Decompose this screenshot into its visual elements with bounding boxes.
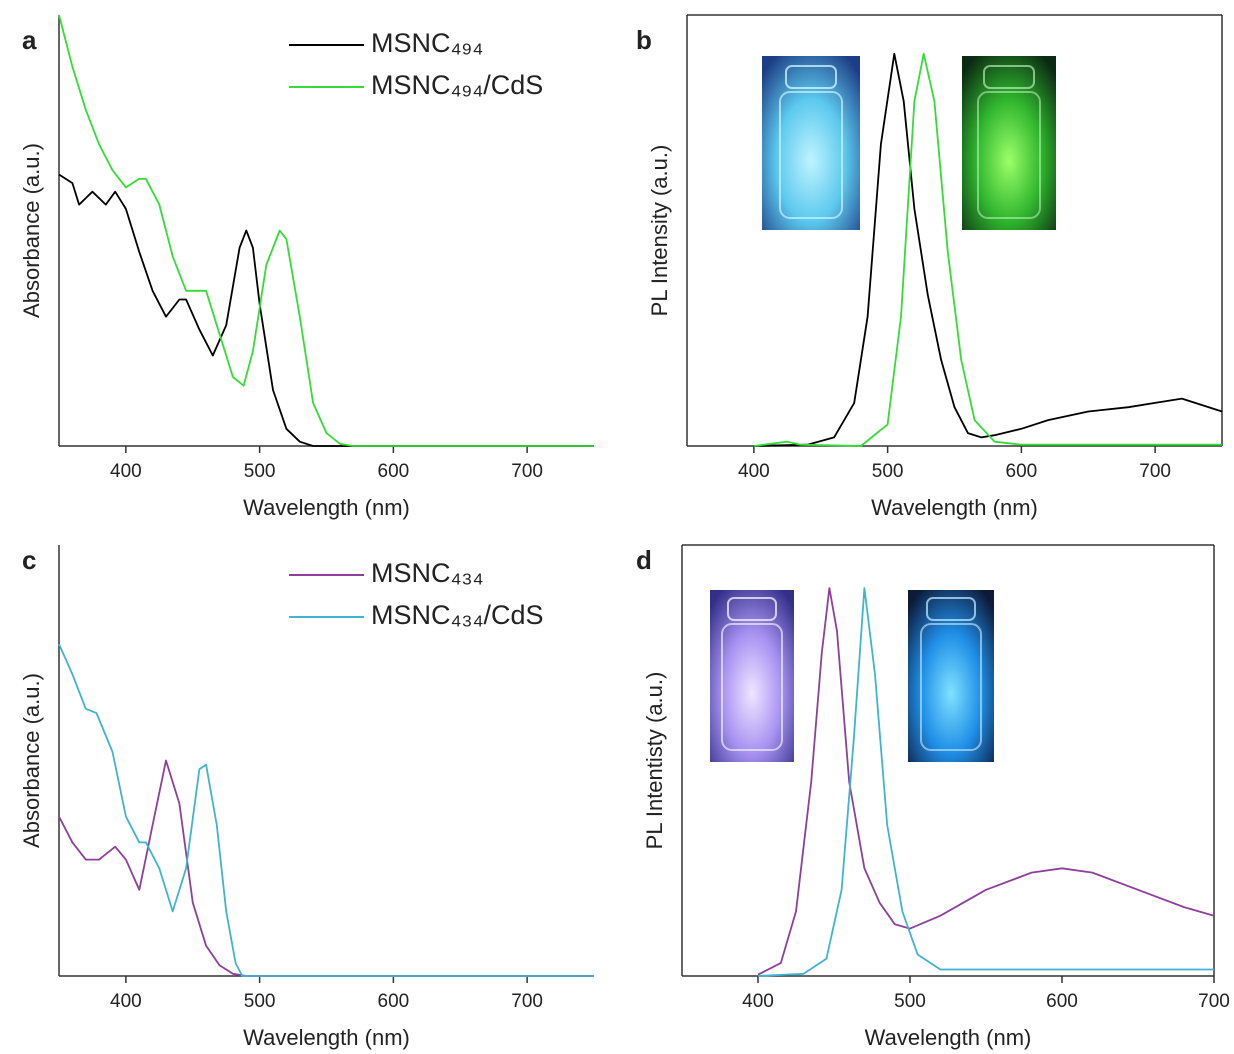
series-line [753, 52, 1223, 447]
x-tick-label: 400 [742, 991, 774, 1012]
x-tick-label: 500 [244, 461, 276, 482]
x-tick-label: 700 [1198, 991, 1230, 1012]
x-tick-label: 600 [378, 991, 410, 1012]
x-tick-label: 400 [110, 991, 142, 1012]
y-axis-label: Absorbance (a.u.) [19, 143, 44, 318]
panel-label: a [22, 25, 37, 55]
series-line [58, 643, 594, 977]
vial-photo [962, 56, 1056, 230]
x-axis-label: Wavelength (nm) [865, 1025, 1032, 1050]
legend-label: MSNC₄₃₄ [371, 558, 484, 588]
series-line [58, 14, 594, 447]
vial-photo [762, 56, 860, 230]
x-tick-label: 700 [1139, 461, 1171, 482]
x-axis-label: Wavelength (nm) [243, 1025, 410, 1050]
legend-label: MSNC₄₃₄/CdS [371, 600, 544, 630]
y-axis-label: Absorbance (a.u.) [19, 673, 44, 848]
series-line [757, 587, 1215, 976]
legend-label: MSNC₄₉₄/CdS [371, 70, 543, 100]
x-tick-label: 700 [511, 991, 543, 1012]
series-line [58, 173, 594, 447]
series-line [753, 52, 1222, 447]
x-tick-label: 700 [511, 461, 543, 482]
x-tick-label: 500 [872, 461, 904, 482]
x-axis-label: Wavelength (nm) [871, 495, 1038, 520]
series-line [58, 759, 594, 977]
x-axis-label: Wavelength (nm) [243, 495, 410, 520]
x-tick-label: 600 [378, 461, 410, 482]
x-tick-label: 400 [738, 461, 770, 482]
y-axis-label: PL Intentisty (a.u.) [642, 672, 667, 850]
x-tick-label: 600 [1006, 461, 1038, 482]
panel-label: c [22, 545, 36, 575]
x-tick-label: 500 [244, 991, 276, 1012]
panel-label: b [636, 25, 652, 55]
x-tick-label: 400 [110, 461, 142, 482]
series-line [757, 587, 1214, 977]
vial-photo [710, 590, 794, 762]
x-tick-label: 500 [894, 991, 926, 1012]
x-tick-label: 600 [1046, 991, 1078, 1012]
panel-label: d [636, 545, 652, 575]
legend-label: MSNC₄₉₄ [371, 28, 483, 58]
y-axis-label: PL Intensity (a.u.) [647, 145, 672, 317]
vial-photo [908, 590, 994, 762]
